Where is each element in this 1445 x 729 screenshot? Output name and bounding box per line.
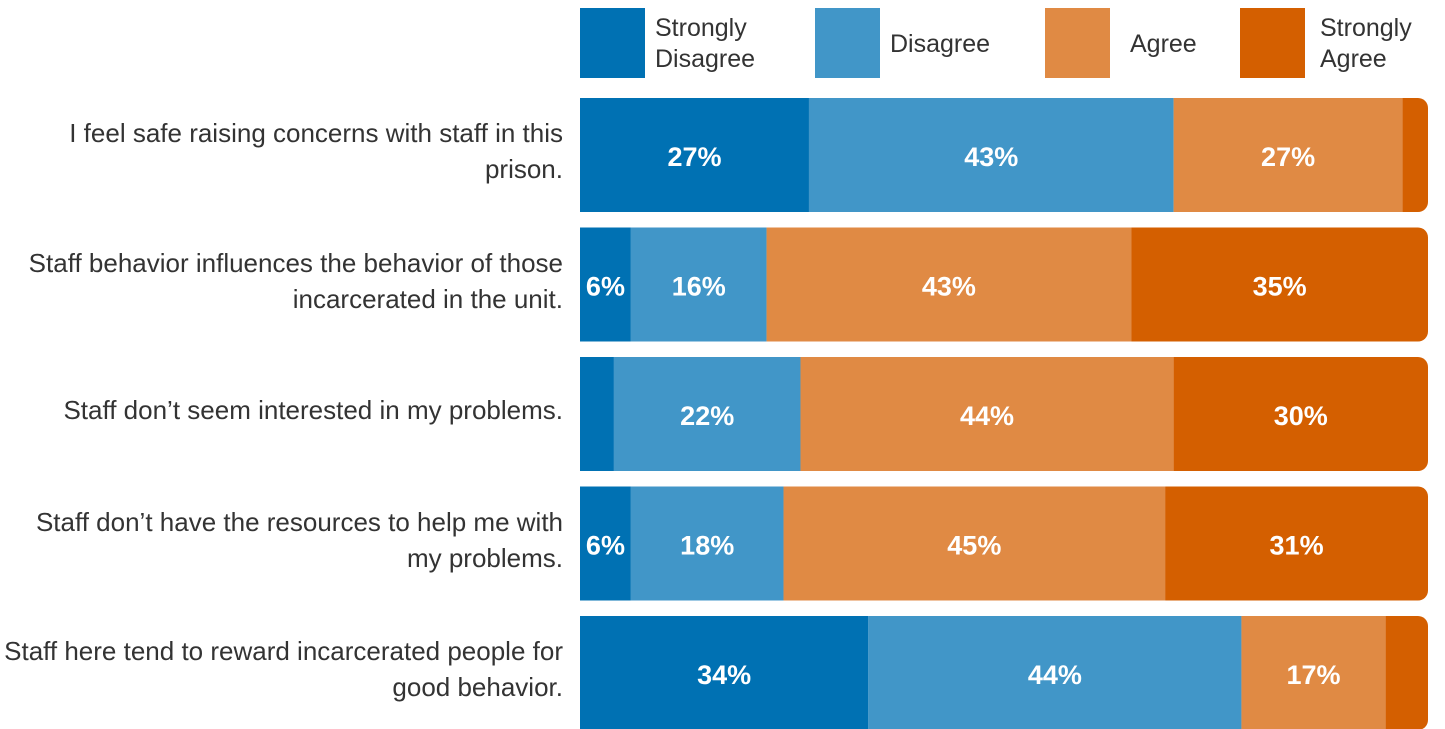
bar-segment — [783, 486, 1166, 601]
legend-swatch — [580, 8, 645, 78]
bar-segment — [580, 98, 809, 212]
category-label: Staff behavior influences the behavior o… — [28, 247, 563, 314]
bar-segment — [1165, 486, 1428, 601]
legend-label: Strongly Agree — [1320, 14, 1412, 73]
bar-row — [580, 616, 1428, 729]
bar-segment — [1131, 227, 1428, 342]
bar-segment — [1173, 98, 1403, 212]
bar-segment — [868, 616, 1242, 729]
value-label: 27% — [1261, 142, 1315, 172]
category-label: Staff don’t seem interested in my proble… — [63, 395, 563, 425]
value-label: 44% — [1028, 660, 1082, 690]
bar-segment — [800, 357, 1174, 471]
value-label: 43% — [922, 272, 976, 302]
category-label: Staff don’t have the resources to help m… — [35, 506, 563, 573]
bar-segment — [1173, 357, 1428, 471]
bar-segment — [1241, 616, 1386, 729]
bar-segment — [580, 486, 631, 601]
value-label: 35% — [1253, 272, 1307, 302]
value-label: 34% — [697, 660, 751, 690]
bar-segment — [580, 227, 631, 342]
bar-segment — [766, 227, 1132, 342]
bar-segment — [630, 227, 767, 342]
legend-swatch — [815, 8, 880, 78]
value-label: 6% — [586, 531, 625, 561]
bar-row — [580, 227, 1428, 342]
legend-label: Disagree — [890, 30, 991, 58]
value-label: 22% — [680, 401, 734, 431]
value-label: 18% — [680, 531, 734, 561]
value-label: 43% — [964, 142, 1018, 172]
legend-label: Agree — [1130, 30, 1197, 58]
category-label: Staff here tend to reward incarcerated p… — [4, 636, 563, 702]
value-label: 45% — [947, 531, 1001, 561]
bar-segment — [1385, 616, 1428, 729]
category-label: I feel safe raising concerns with staff … — [69, 118, 563, 184]
legend-swatch — [1240, 8, 1305, 78]
value-label: 27% — [667, 142, 721, 172]
bar-segment — [580, 357, 614, 471]
bar-segment — [1402, 98, 1428, 212]
value-label: 16% — [672, 272, 726, 302]
bar-segment — [630, 486, 784, 601]
value-label: 6% — [586, 272, 625, 302]
bar-segment — [580, 616, 869, 729]
bar-row — [580, 98, 1428, 212]
bar-segment — [613, 357, 801, 471]
legend-swatch — [1045, 8, 1110, 78]
value-label: 17% — [1286, 660, 1340, 690]
bar-segment — [808, 98, 1174, 212]
bar-row — [580, 357, 1428, 471]
legend-label: Strongly Disagree — [655, 14, 756, 73]
bar-row — [580, 486, 1428, 601]
value-label: 44% — [960, 401, 1014, 431]
value-label: 31% — [1270, 531, 1324, 561]
value-label: 30% — [1274, 401, 1328, 431]
